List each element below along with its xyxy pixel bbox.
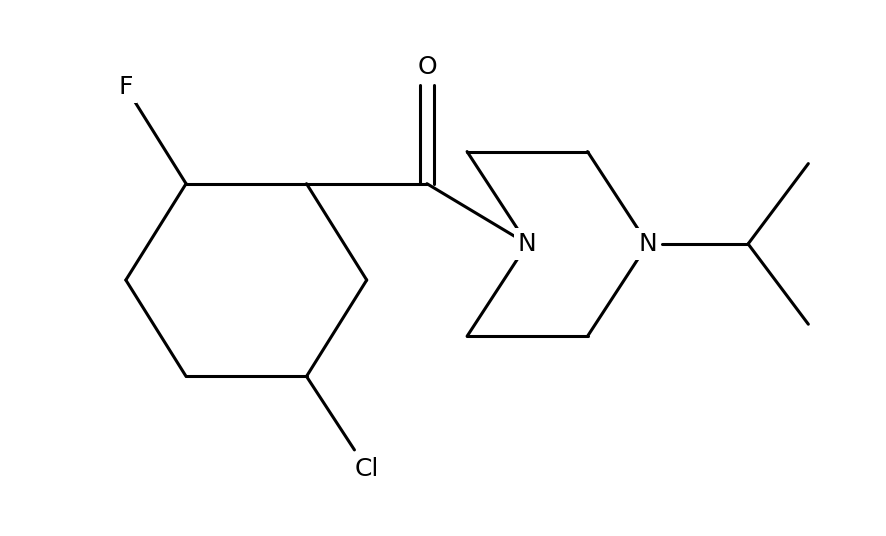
Text: F: F (119, 76, 133, 99)
Text: N: N (639, 232, 657, 256)
Text: Cl: Cl (354, 457, 379, 481)
Text: N: N (518, 232, 537, 256)
Text: O: O (417, 55, 437, 79)
